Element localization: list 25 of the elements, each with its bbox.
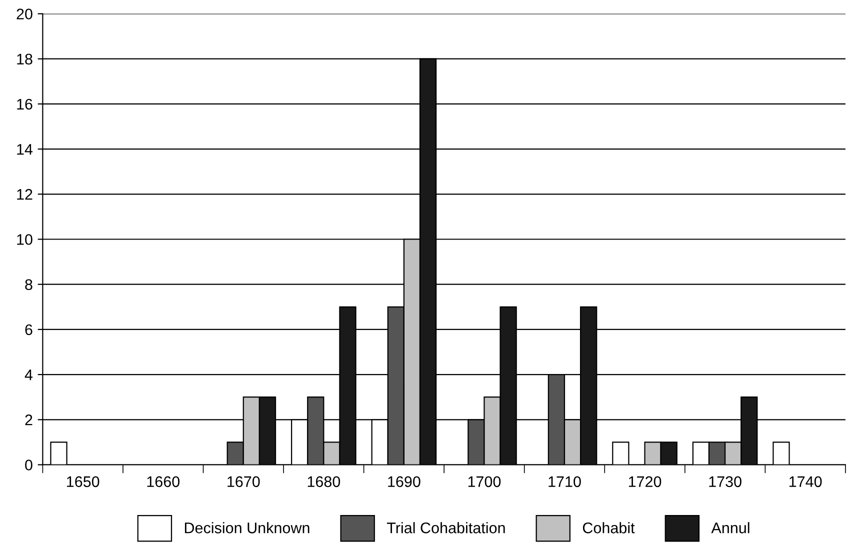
legend-label: Decision Unknown <box>184 522 310 534</box>
y-tick-label: 12 <box>17 189 32 200</box>
x-tick-label: 1690 <box>388 476 420 488</box>
x-tick-label: 1650 <box>67 476 100 488</box>
y-tick-label: 4 <box>24 370 33 380</box>
x-tick-label: 1730 <box>709 476 742 488</box>
y-tick-label: 20 <box>16 8 32 20</box>
x-tick-label: 1710 <box>548 476 581 488</box>
y-tick-label: 6 <box>25 324 32 336</box>
y-tick-label: 14 <box>17 144 33 155</box>
x-tick-label: 1740 <box>789 476 822 488</box>
y-tick-label: 0 <box>25 460 32 470</box>
x-tick-label: 1680 <box>308 476 340 488</box>
legend-label: Trial Cohabitation <box>386 522 505 534</box>
y-tick-label: 2 <box>25 414 32 426</box>
x-tick-label: 1720 <box>628 476 662 488</box>
y-tick-label: 16 <box>17 98 32 110</box>
y-tick-label: 8 <box>25 279 32 290</box>
x-tick-label: 1700 <box>468 476 501 488</box>
legend-label: Annul <box>711 522 750 534</box>
x-tick-label: 1670 <box>228 476 260 488</box>
y-tick-label: 10 <box>17 234 32 245</box>
y-tick-label: 18 <box>17 54 32 65</box>
x-tick-label: 1660 <box>147 476 180 488</box>
legend-label: Cohabit <box>582 522 635 534</box>
